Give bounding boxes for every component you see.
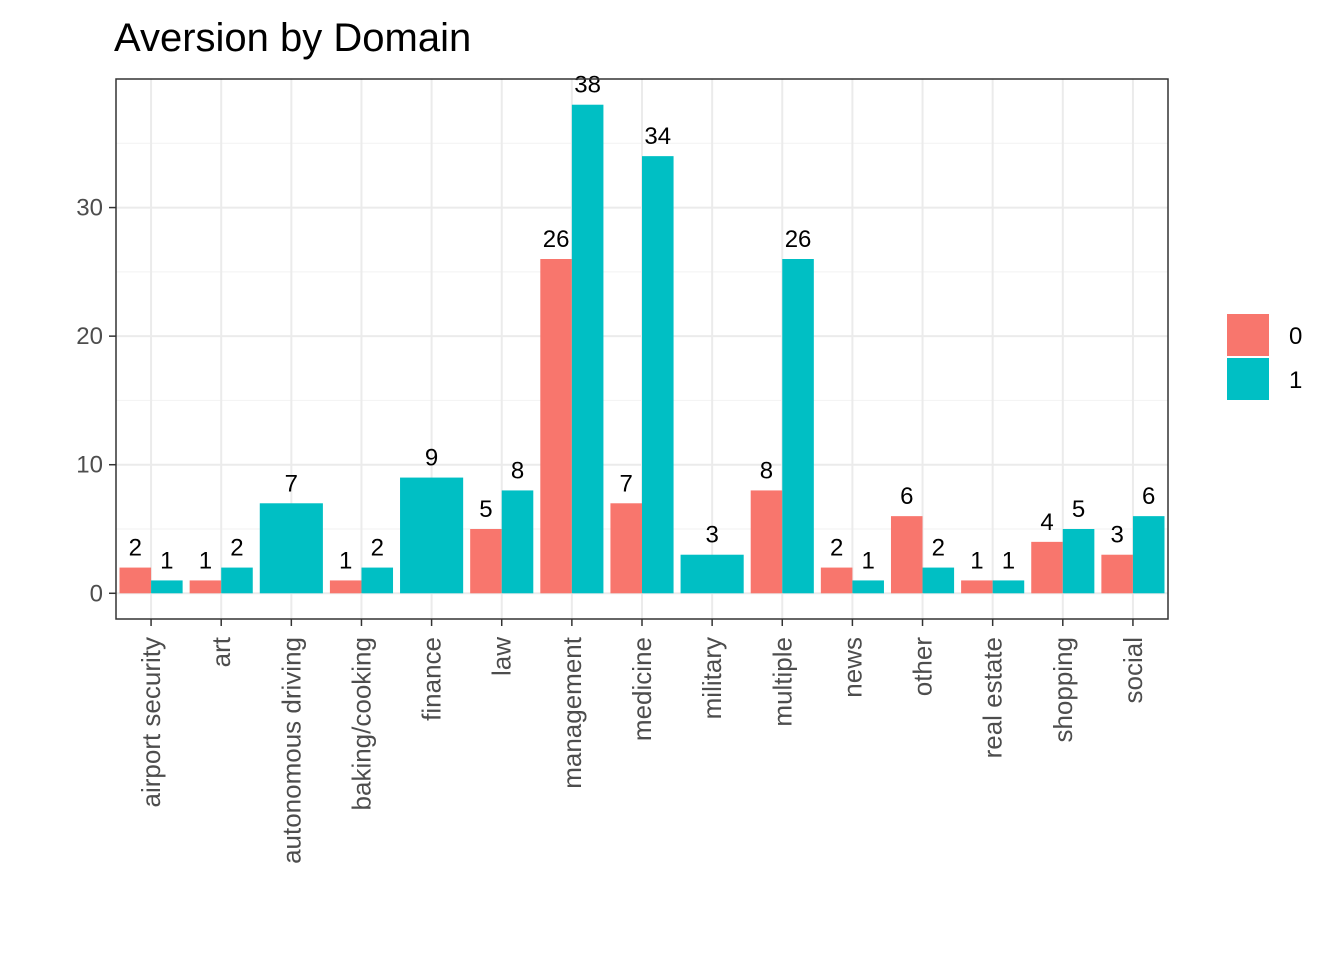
value-label: 7	[620, 470, 633, 497]
bar-1-military	[680, 554, 744, 594]
value-label: 1	[199, 547, 212, 574]
x-tick-label: finance	[417, 637, 447, 721]
value-label: 2	[830, 535, 843, 562]
x-tick-label: airport security	[136, 637, 166, 808]
bar-1-art	[221, 567, 253, 594]
value-label: 2	[129, 535, 142, 562]
bar-1-medicine	[642, 156, 674, 594]
chart-title: Aversion by Domain	[114, 16, 471, 60]
x-tick-label: autonomous driving	[276, 637, 306, 864]
bar-1-real-estate	[992, 580, 1025, 594]
value-label: 4	[1040, 509, 1053, 536]
bar-1-other	[922, 567, 955, 594]
x-tick-label: baking/cooking	[346, 637, 376, 810]
x-tick-label: multiple	[767, 637, 797, 727]
bars	[119, 104, 1165, 594]
value-label: 6	[900, 483, 913, 510]
value-label: 2	[932, 535, 945, 562]
value-label: 3	[1110, 522, 1123, 549]
value-label: 2	[371, 535, 384, 562]
value-label: 6	[1142, 483, 1155, 510]
bar-0-medicine	[610, 503, 642, 594]
bar-0-baking-cooking	[329, 580, 362, 594]
bar-1-baking-cooking	[361, 567, 394, 594]
bar-0-social	[1101, 554, 1133, 594]
x-tick-label: real estate	[978, 637, 1008, 758]
value-label: 9	[425, 445, 438, 472]
y-tick-label: 10	[76, 452, 103, 479]
x-tick-label: other	[908, 637, 938, 697]
value-label: 34	[644, 123, 671, 150]
value-label: 7	[285, 470, 298, 497]
x-tick-label: social	[1118, 637, 1148, 703]
y-tick-label: 0	[90, 580, 103, 607]
value-label: 5	[479, 496, 492, 523]
value-label: 3	[705, 522, 718, 549]
x-tick-label: military	[697, 637, 727, 719]
y-axis: 0 10 20 30	[76, 195, 116, 607]
value-label: 26	[785, 226, 812, 253]
bar-0-law	[470, 529, 502, 594]
legend-key-1	[1227, 358, 1269, 400]
bar-1-shopping	[1062, 529, 1095, 594]
legend: 01	[1227, 314, 1302, 400]
bar-1-social	[1132, 516, 1165, 594]
legend-label-1: 1	[1289, 367, 1302, 394]
x-tick-label: law	[487, 637, 517, 676]
bar-0-airport-security	[119, 567, 152, 594]
value-label: 38	[574, 72, 601, 99]
bar-1-management	[571, 104, 604, 594]
bar-1-airport-security	[151, 580, 183, 594]
bar-1-autonomous-driving	[259, 503, 323, 594]
value-label: 8	[760, 457, 773, 484]
bar-1-law	[501, 490, 534, 594]
bar-0-shopping	[1031, 541, 1063, 594]
value-label: 1	[339, 547, 352, 574]
bar-0-news	[820, 567, 853, 594]
bar-0-management	[540, 259, 572, 594]
x-tick-label: shopping	[1048, 637, 1078, 743]
value-label: 1	[862, 547, 875, 574]
x-axis: airport security art autonomous driving bak…	[136, 619, 1148, 864]
x-tick-label: management	[557, 636, 587, 789]
x-tick-label: art	[206, 636, 236, 667]
value-label: 26	[543, 226, 570, 253]
legend-label-0: 0	[1289, 323, 1302, 350]
value-label: 1	[970, 547, 983, 574]
bar-1-news	[852, 580, 884, 594]
legend-key-0	[1227, 314, 1269, 356]
value-label: 1	[1002, 547, 1015, 574]
bar-1-multiple	[782, 259, 814, 594]
value-label: 5	[1072, 496, 1085, 523]
bar-0-art	[189, 580, 222, 594]
x-tick-label: news	[837, 637, 867, 698]
value-label: 8	[511, 457, 524, 484]
bar-0-real-estate	[961, 580, 993, 594]
bar-0-multiple	[750, 490, 783, 594]
bar-1-finance	[400, 477, 464, 594]
y-tick-label: 30	[76, 195, 103, 222]
y-tick-label: 20	[76, 323, 103, 350]
value-label: 2	[230, 535, 243, 562]
value-label: 1	[160, 547, 173, 574]
x-tick-label: medicine	[627, 637, 657, 741]
bar-0-other	[890, 516, 923, 594]
